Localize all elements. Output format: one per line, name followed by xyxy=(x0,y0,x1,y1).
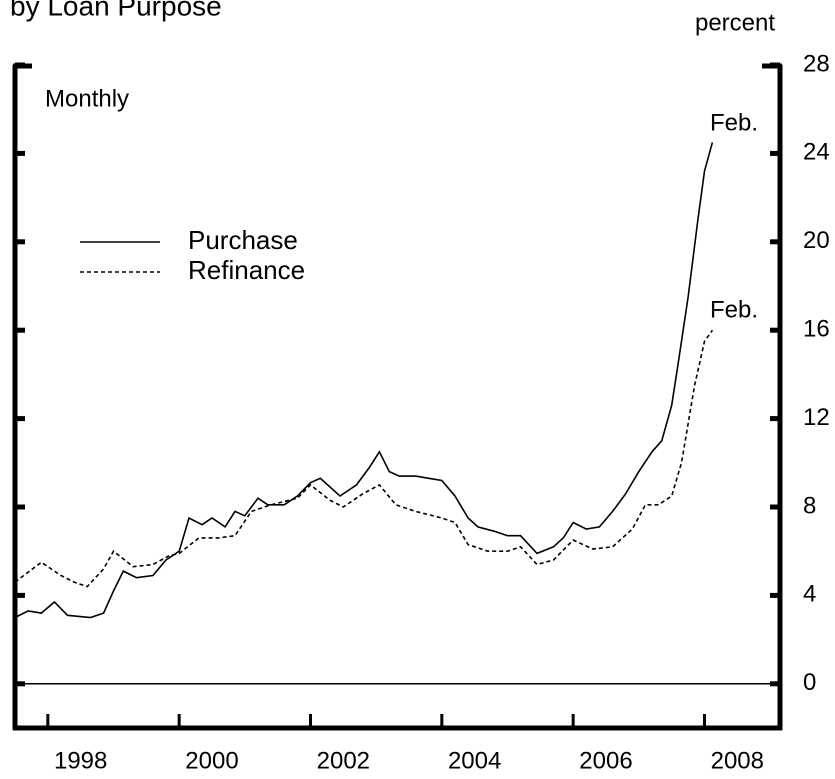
x-tick-label: 2004 xyxy=(448,747,501,774)
annotation: Feb. xyxy=(710,109,758,136)
series-line xyxy=(14,329,714,588)
y-tick-label: 12 xyxy=(803,404,830,431)
subtitle: Monthly xyxy=(45,85,129,112)
y-tick-label: 24 xyxy=(803,139,830,166)
legend-label: Purchase xyxy=(188,225,298,255)
y-tick-label: 0 xyxy=(803,669,816,696)
y-tick-label: 16 xyxy=(803,316,830,343)
y-tick-label: 20 xyxy=(803,227,830,254)
x-tick-label: 2006 xyxy=(579,747,632,774)
x-tick-label: 2000 xyxy=(185,747,238,774)
y-tick-label: 8 xyxy=(803,492,816,519)
x-tick-label: 2008 xyxy=(711,747,764,774)
x-tick-label: 1998 xyxy=(54,747,107,774)
annotation: Feb. xyxy=(710,296,758,323)
y-tick-label: 28 xyxy=(803,50,830,77)
frame xyxy=(12,63,783,731)
y-tick-label: 4 xyxy=(803,581,816,608)
series-line xyxy=(14,142,714,619)
y-axis-label: percent xyxy=(695,9,775,36)
legend-label: Refinance xyxy=(188,255,305,285)
chart-title: by Loan Purpose xyxy=(10,0,222,21)
x-tick-label: 2002 xyxy=(317,747,370,774)
